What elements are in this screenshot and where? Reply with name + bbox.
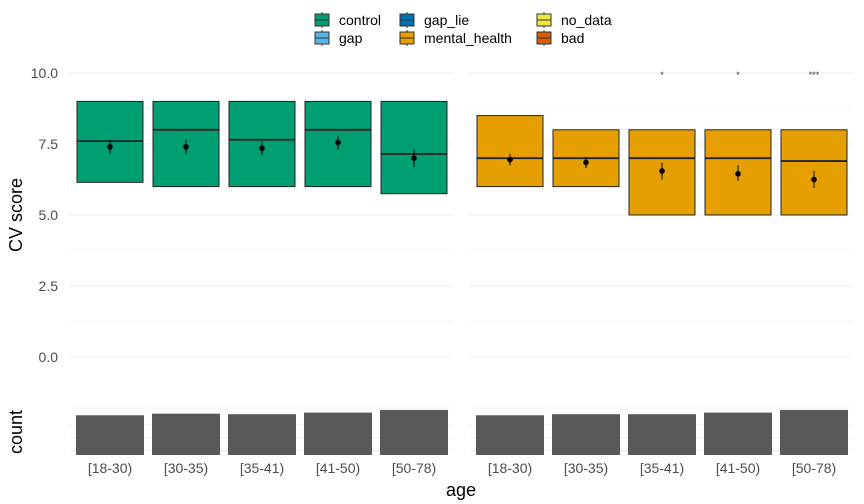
count-bar	[76, 415, 144, 455]
x-tick-label: [50-78)	[792, 460, 836, 476]
box-1-3: *	[704, 70, 772, 216]
x-axis-ticks: [18-30) [30-35) [35-41) [41-50) [50-78) [18-3…	[88, 460, 836, 476]
x-tick-label: [41-50)	[716, 460, 760, 476]
count-bar	[304, 412, 372, 455]
mean-point	[583, 159, 589, 166]
box-1-2: *	[628, 70, 696, 216]
y-axis-ticks: 0.0 2.5 5.0 7.5 10.0	[31, 65, 58, 365]
mean-point	[335, 139, 341, 146]
mean-point	[183, 144, 189, 150]
y-tick-label: 10.0	[31, 65, 58, 81]
panel-control	[76, 100, 448, 195]
legend-item-gap-lie: gap_lie	[399, 12, 469, 28]
count-bar	[152, 413, 220, 455]
box-0-1	[152, 100, 220, 188]
legend-label: gap	[339, 30, 363, 46]
x-tick-label: [30-35)	[164, 460, 208, 476]
legend-item-no-data: no_data	[536, 12, 612, 28]
significance-label: ***	[809, 70, 820, 80]
y-tick-label: 5.0	[39, 207, 59, 223]
count-bar	[476, 415, 544, 455]
mean-point	[735, 171, 741, 177]
count-bars	[76, 409, 848, 455]
count-axis-title: count	[6, 410, 26, 454]
legend-item-gap: gap	[314, 30, 363, 46]
legend-item-control: control	[314, 12, 381, 28]
legend-item-mental-health: mental_health	[399, 30, 512, 46]
panel-mental-health: * * ***	[476, 70, 848, 216]
x-tick-label: [18-30)	[488, 460, 532, 476]
legend-label: gap_lie	[424, 12, 469, 28]
mean-point	[411, 155, 417, 161]
mean-point	[259, 145, 265, 152]
legend-label: mental_health	[424, 30, 512, 46]
mean-point	[659, 168, 665, 174]
legend-label: control	[339, 12, 381, 28]
mean-point	[811, 176, 817, 183]
x-tick-label: [18-30)	[88, 460, 132, 476]
count-bar	[628, 414, 696, 455]
x-tick-label: [41-50)	[316, 460, 360, 476]
legend-item-bad: bad	[536, 30, 584, 46]
box-1-1	[552, 129, 620, 188]
box-1-4: ***	[780, 70, 848, 216]
count-bar	[704, 412, 772, 455]
legend-label: bad	[561, 30, 584, 46]
box-0-3	[304, 100, 372, 188]
y-tick-label: 7.5	[39, 136, 59, 152]
box-0-4	[380, 100, 448, 195]
x-tick-label: [35-41)	[240, 460, 284, 476]
y-axis-title: CV score	[6, 178, 26, 252]
box-iqr	[476, 115, 544, 188]
count-bar	[228, 414, 296, 455]
count-bar	[552, 414, 620, 455]
mean-point	[107, 144, 113, 150]
count-bar	[780, 409, 848, 455]
x-tick-label: [50-78)	[392, 460, 436, 476]
x-tick-label: [35-41)	[640, 460, 684, 476]
y-tick-label: 0.0	[39, 349, 59, 365]
significance-label: *	[736, 70, 740, 80]
box-0-2	[228, 100, 296, 188]
count-bar	[380, 409, 448, 455]
x-tick-label: [30-35)	[564, 460, 608, 476]
x-axis-title: age	[446, 480, 476, 500]
significance-label: *	[660, 70, 664, 80]
y-tick-label: 2.5	[39, 278, 59, 294]
box-iqr	[380, 100, 448, 195]
box-0-0	[76, 100, 144, 183]
panels: * * ***	[76, 70, 848, 216]
mean-point	[507, 156, 513, 163]
box-1-0	[476, 115, 544, 188]
legend-label: no_data	[561, 12, 612, 28]
